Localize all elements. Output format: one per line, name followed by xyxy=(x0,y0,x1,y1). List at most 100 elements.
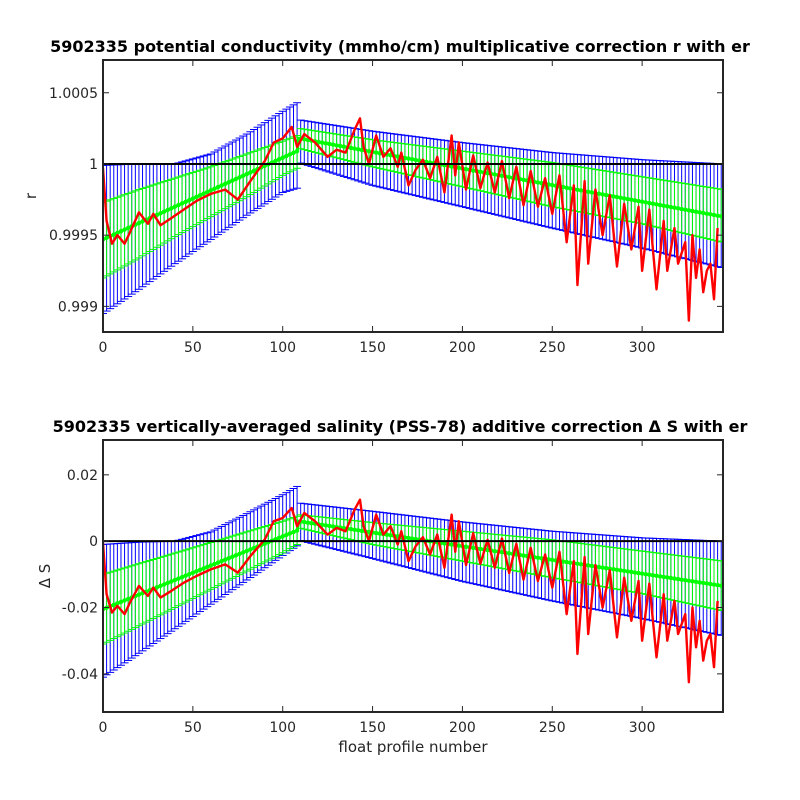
x-tick-label: 250 xyxy=(539,340,566,356)
fit-marker xyxy=(632,570,638,575)
fit-marker xyxy=(201,191,206,196)
fit-marker xyxy=(611,194,616,199)
fit-marker xyxy=(125,596,131,602)
fit-marker xyxy=(183,573,188,578)
fit-marker xyxy=(287,152,293,157)
fit-marker xyxy=(568,186,573,191)
fit-marker xyxy=(668,204,674,210)
fit-marker xyxy=(639,571,645,576)
fit-marker xyxy=(320,522,325,528)
fit-marker xyxy=(611,567,616,572)
fit-marker xyxy=(251,168,257,173)
fit-marker xyxy=(715,213,720,218)
fit-marker xyxy=(586,189,591,194)
fit-marker xyxy=(657,202,663,208)
y-axis-label: r xyxy=(22,192,40,199)
fit-marker xyxy=(665,204,670,209)
fit-marker xyxy=(338,143,343,149)
fit-marker xyxy=(373,150,379,155)
y-tick-label: 0 xyxy=(89,534,98,550)
fit-marker xyxy=(359,528,364,534)
fit-marker xyxy=(672,576,677,581)
fit-marker xyxy=(280,155,285,160)
fit-marker xyxy=(240,173,246,178)
fit-marker xyxy=(471,545,476,551)
fit-marker xyxy=(284,532,289,538)
fit-marker xyxy=(586,563,591,568)
axes-box xyxy=(102,59,724,333)
fit-marker xyxy=(600,565,605,570)
fit-marker xyxy=(708,581,713,587)
x-axis-label: float profile number xyxy=(338,738,488,756)
fit-marker xyxy=(564,185,569,190)
fit-marker xyxy=(169,579,174,584)
fit-marker xyxy=(693,579,699,585)
fit-marker xyxy=(212,186,217,191)
fit-marker xyxy=(125,225,131,231)
fit-marker xyxy=(409,157,415,162)
fit-marker xyxy=(603,192,609,198)
fit-marker xyxy=(280,534,285,539)
fit-marker xyxy=(230,554,235,559)
fit-marker xyxy=(654,202,659,207)
fit-marker xyxy=(179,574,185,580)
fit-marker xyxy=(327,523,332,529)
fit-marker xyxy=(492,548,497,554)
x-tick-label: 0 xyxy=(99,340,108,356)
y-tick-label: 0.02 xyxy=(67,468,98,484)
x-tick-label: 200 xyxy=(449,340,476,356)
fit-marker xyxy=(629,569,634,575)
fit-marker xyxy=(679,577,684,582)
fit-marker xyxy=(273,158,278,164)
fit-marker xyxy=(226,556,231,561)
fit-marker xyxy=(197,567,203,573)
fit-marker xyxy=(384,532,390,537)
fit-marker xyxy=(639,199,645,204)
fit-marker xyxy=(650,573,656,578)
fit-marker xyxy=(643,571,648,577)
fit-marker xyxy=(683,577,688,583)
fit-marker xyxy=(661,574,666,580)
fit-marker xyxy=(183,199,188,205)
fit-marker xyxy=(711,582,717,587)
x-tick-label: 50 xyxy=(184,340,202,356)
fit-marker xyxy=(621,196,627,201)
fit-marker xyxy=(291,150,296,155)
fit-marker xyxy=(352,527,357,532)
fit-marker xyxy=(287,531,293,536)
fit-marker xyxy=(456,165,462,171)
y-tick-label: 1 xyxy=(89,157,98,173)
fit-marker xyxy=(302,519,307,525)
x-tick-label: 250 xyxy=(539,720,566,736)
fit-marker xyxy=(654,573,659,579)
fit-marker xyxy=(111,232,116,237)
fit-marker xyxy=(618,195,623,200)
fit-marker xyxy=(521,553,526,558)
fit-marker xyxy=(205,564,210,570)
x-tick-label: 100 xyxy=(269,340,296,356)
fit-marker xyxy=(686,578,692,583)
fit-marker xyxy=(305,520,311,525)
observed-line xyxy=(103,498,719,684)
fit-marker xyxy=(632,198,638,203)
fit-marker xyxy=(449,542,454,547)
fit-marker xyxy=(406,156,411,161)
fit-marker xyxy=(693,209,699,214)
fit-marker xyxy=(348,527,354,532)
fit-marker xyxy=(463,166,469,172)
fit-marker xyxy=(701,210,706,216)
fit-marker xyxy=(647,200,652,206)
fit-marker xyxy=(194,194,199,200)
fit-marker xyxy=(589,563,595,569)
fit-marker xyxy=(614,194,620,200)
tick-layer: 0 50 100 150 200 250 300 0.999 0.9995 1 1.0005 xyxy=(49,60,723,356)
fit-marker xyxy=(330,142,336,147)
fit-marker xyxy=(456,543,462,548)
fit-marker xyxy=(471,168,476,173)
fit-marker xyxy=(355,528,361,533)
fit-marker xyxy=(161,209,167,214)
fit-marker xyxy=(291,529,296,535)
fit-marker xyxy=(568,560,573,565)
fit-marker xyxy=(248,170,253,175)
